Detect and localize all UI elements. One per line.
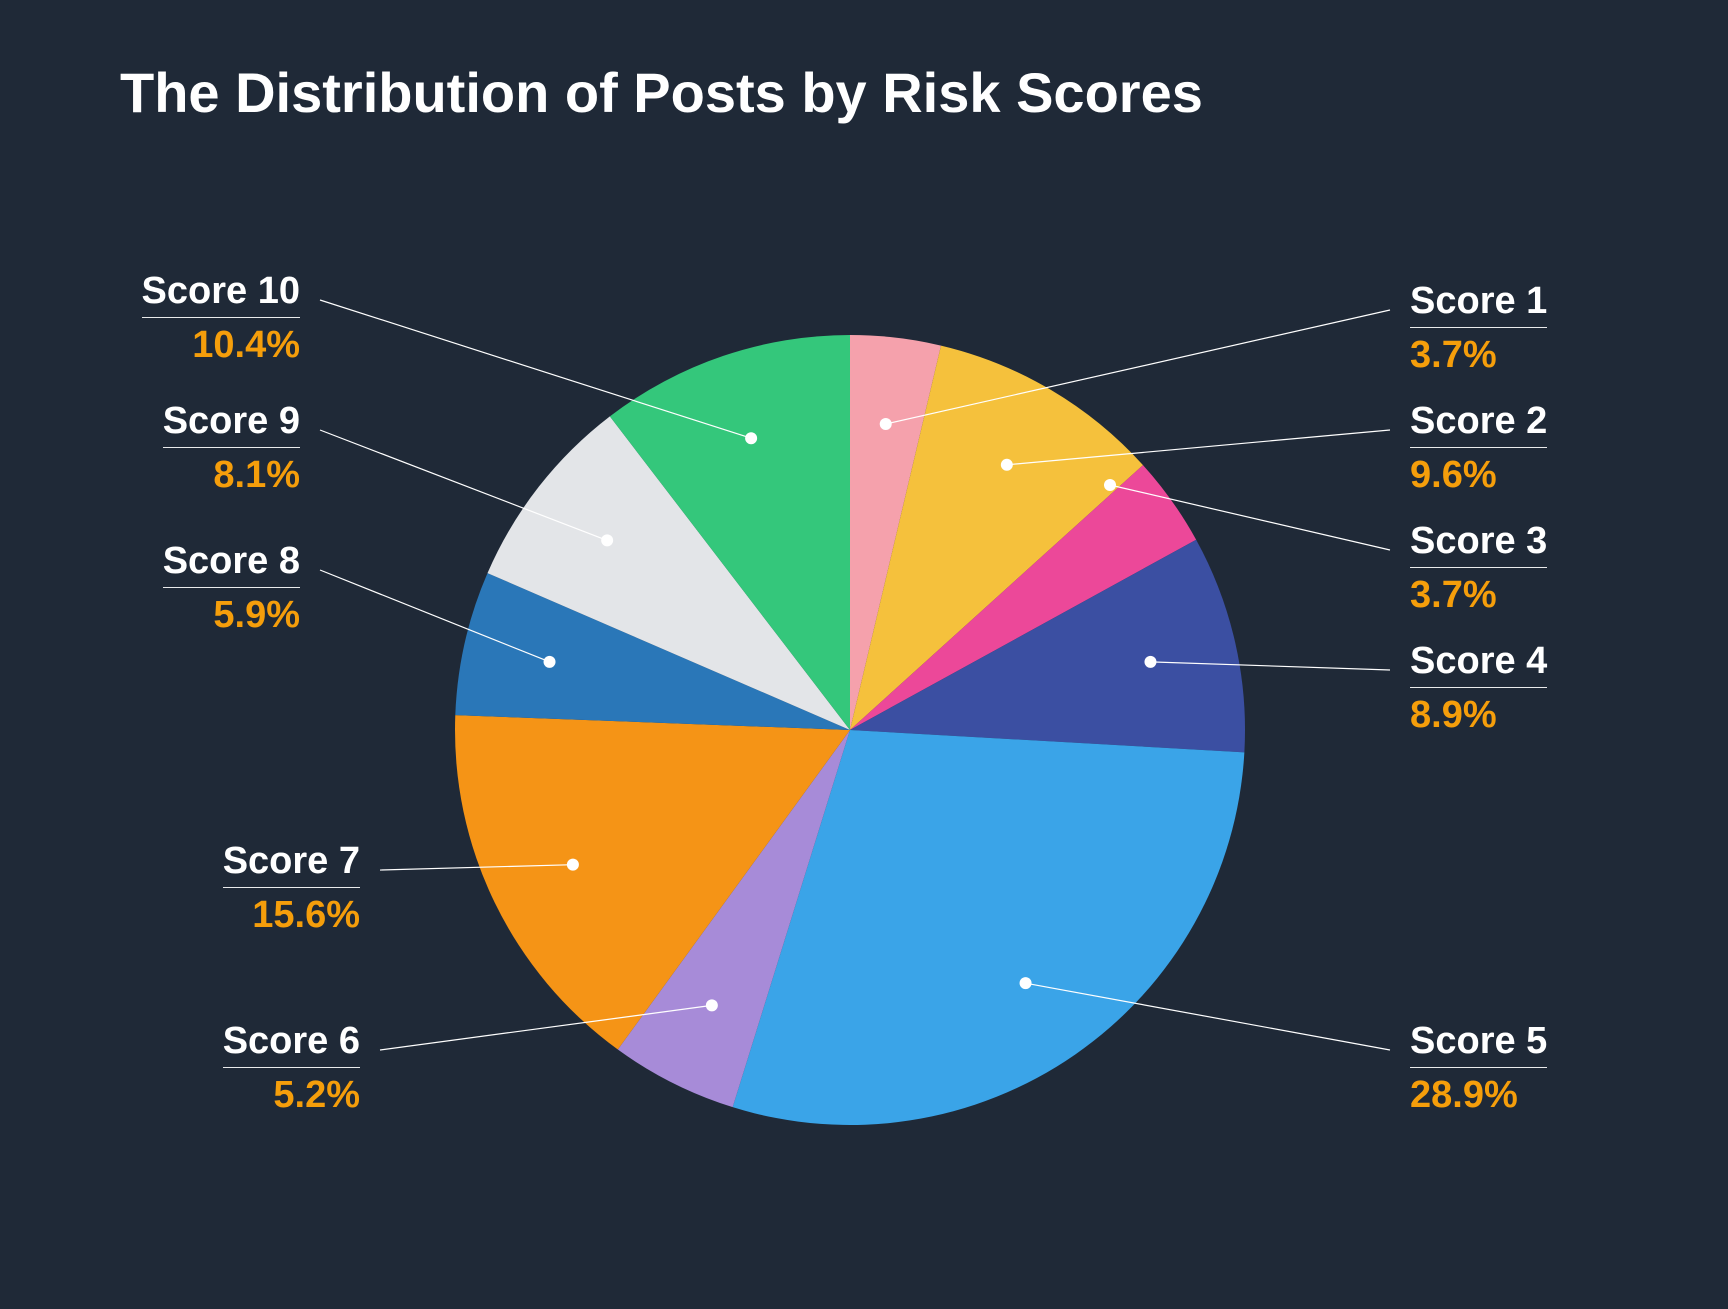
slice-name-6: Score 6 bbox=[223, 1020, 360, 1068]
slice-label-5: Score 5 28.9% bbox=[1410, 1020, 1547, 1117]
slice-label-6: Score 6 5.2% bbox=[223, 1020, 360, 1117]
slice-label-7: Score 7 15.6% bbox=[223, 840, 360, 937]
slice-label-10: Score 10 10.4% bbox=[142, 270, 300, 367]
slice-value-2: 9.6% bbox=[1410, 454, 1547, 497]
slice-value-5: 28.9% bbox=[1410, 1074, 1547, 1117]
slice-value-3: 3.7% bbox=[1410, 574, 1547, 617]
slice-name-4: Score 4 bbox=[1410, 640, 1547, 688]
slice-value-1: 3.7% bbox=[1410, 334, 1547, 377]
leader-dot-5 bbox=[1020, 977, 1032, 989]
leader-line-10 bbox=[320, 300, 751, 438]
slice-name-3: Score 3 bbox=[1410, 520, 1547, 568]
slice-label-2: Score 2 9.6% bbox=[1410, 400, 1547, 497]
slice-label-8: Score 8 5.9% bbox=[163, 540, 300, 637]
leader-dot-7 bbox=[567, 859, 579, 871]
slice-name-9: Score 9 bbox=[163, 400, 300, 448]
leader-dot-10 bbox=[745, 432, 757, 444]
slice-value-10: 10.4% bbox=[142, 324, 300, 367]
slice-value-8: 5.9% bbox=[163, 594, 300, 637]
slice-name-2: Score 2 bbox=[1410, 400, 1547, 448]
slice-label-9: Score 9 8.1% bbox=[163, 400, 300, 497]
slice-label-3: Score 3 3.7% bbox=[1410, 520, 1547, 617]
leader-dot-8 bbox=[544, 656, 556, 668]
slice-name-10: Score 10 bbox=[142, 270, 300, 318]
slice-label-1: Score 1 3.7% bbox=[1410, 280, 1547, 377]
slice-label-4: Score 4 8.9% bbox=[1410, 640, 1547, 737]
slice-value-6: 5.2% bbox=[223, 1074, 360, 1117]
leader-dot-1 bbox=[880, 418, 892, 430]
leader-dot-3 bbox=[1104, 479, 1116, 491]
slice-value-7: 15.6% bbox=[223, 894, 360, 937]
leader-dot-9 bbox=[601, 534, 613, 546]
slice-value-9: 8.1% bbox=[163, 454, 300, 497]
slice-name-7: Score 7 bbox=[223, 840, 360, 888]
slice-name-5: Score 5 bbox=[1410, 1020, 1547, 1068]
slice-name-1: Score 1 bbox=[1410, 280, 1547, 328]
leader-dot-2 bbox=[1001, 459, 1013, 471]
chart-stage: The Distribution of Posts by Risk Scores… bbox=[0, 0, 1728, 1309]
slice-name-8: Score 8 bbox=[163, 540, 300, 588]
slice-value-4: 8.9% bbox=[1410, 694, 1547, 737]
leader-dot-6 bbox=[706, 999, 718, 1011]
leader-dot-4 bbox=[1144, 656, 1156, 668]
